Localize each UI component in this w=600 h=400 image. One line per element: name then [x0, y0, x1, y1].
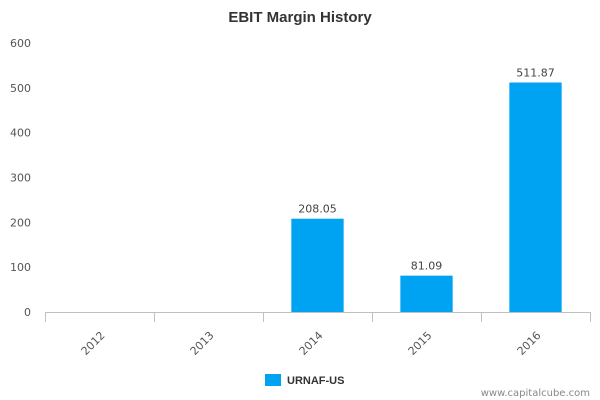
- legend-label-urnaf-us: URNAF-US: [287, 375, 344, 387]
- legend[interactable]: URNAF-US: [265, 374, 344, 387]
- bar-2015[interactable]: [400, 275, 453, 312]
- legend-swatch-urnaf-us: [265, 374, 281, 386]
- y-tick-label: 300: [10, 172, 31, 185]
- bar-2014[interactable]: [291, 218, 344, 312]
- data-label-2014: 208.05: [298, 203, 337, 216]
- x-axis: 2012 2013 2014 2015 2016: [45, 312, 591, 358]
- y-tick-label: 600: [10, 37, 31, 50]
- y-axis: 0 100 200 300 400 500 600: [10, 37, 31, 319]
- source-credit: www.capitalcube.com: [481, 388, 590, 399]
- x-tick-label: 2015: [406, 329, 435, 358]
- bars: [291, 82, 562, 312]
- bar-2016[interactable]: [509, 82, 562, 312]
- x-tick-label: 2013: [188, 329, 217, 358]
- y-tick-label: 200: [10, 216, 31, 229]
- data-label-2016: 511.87: [516, 67, 555, 80]
- y-tick-label: 400: [10, 127, 31, 140]
- y-tick-label: 500: [10, 82, 31, 95]
- y-tick-label: 0: [24, 306, 31, 319]
- x-tick-label: 2014: [297, 329, 326, 358]
- x-tick-label: 2016: [515, 329, 544, 358]
- y-tick-label: 100: [10, 261, 31, 274]
- chart-title: EBIT Margin History: [228, 9, 372, 26]
- data-labels: 208.05 81.09 511.87: [298, 67, 555, 273]
- x-tick-label: 2012: [79, 329, 108, 358]
- data-label-2015: 81.09: [411, 260, 443, 273]
